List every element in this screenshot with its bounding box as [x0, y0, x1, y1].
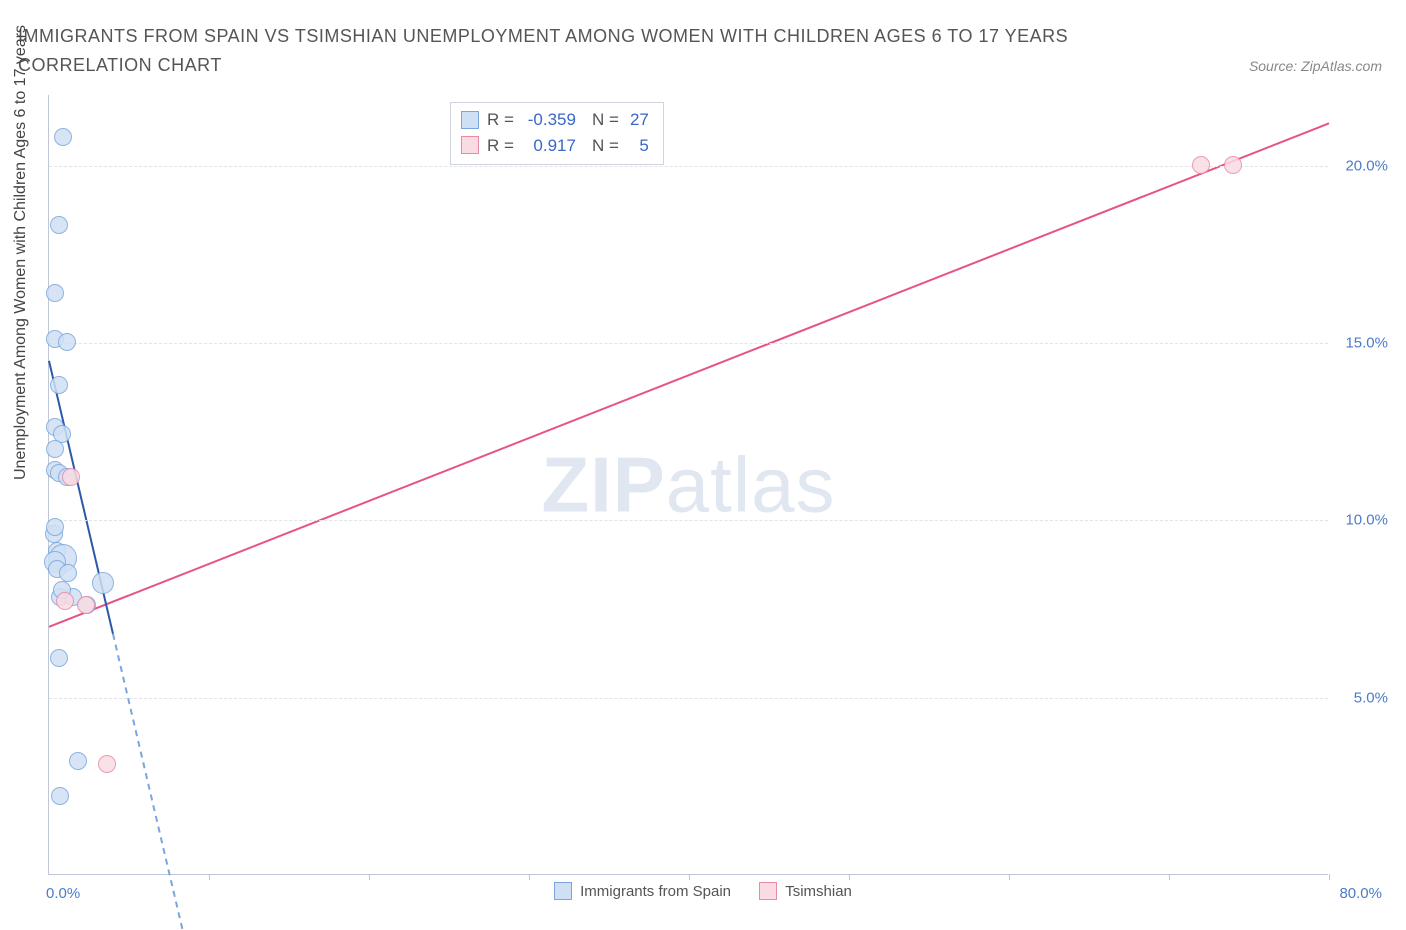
gridline — [49, 343, 1328, 344]
swatch-spain — [461, 111, 479, 129]
scatter-point-tsimshian — [1192, 156, 1210, 174]
swatch-tsimshian — [759, 882, 777, 900]
source-attribution: Source: ZipAtlas.com — [1249, 58, 1382, 74]
scatter-point-spain — [46, 284, 64, 302]
legend-label-spain: Immigrants from Spain — [580, 883, 731, 900]
y-axis-tick-label: 20.0% — [1334, 157, 1388, 174]
scatter-point-spain — [50, 649, 68, 667]
y-axis-tick-label: 5.0% — [1334, 689, 1388, 706]
x-axis-tick-mark — [529, 874, 530, 880]
trend-lines-layer — [49, 95, 1328, 874]
legend: Immigrants from Spain Tsimshian — [0, 882, 1406, 904]
y-axis-tick-label: 15.0% — [1334, 335, 1388, 352]
scatter-point-spain — [46, 440, 64, 458]
y-axis-label: Unemployment Among Women with Children A… — [12, 25, 30, 480]
gridline — [49, 166, 1328, 167]
chart-title: IMMIGRANTS FROM SPAIN VS TSIMSHIAN UNEMP… — [18, 22, 1168, 80]
stat-r-label: R = — [487, 133, 514, 159]
stat-r-label: R = — [487, 107, 514, 133]
scatter-point-tsimshian — [1224, 156, 1242, 174]
stat-n-label: N = — [592, 133, 619, 159]
scatter-point-spain — [46, 518, 64, 536]
legend-label-tsimshian: Tsimshian — [785, 883, 852, 900]
stat-n-label: N = — [592, 107, 619, 133]
gridline — [49, 520, 1328, 521]
x-axis-tick-mark — [689, 874, 690, 880]
scatter-point-tsimshian — [56, 592, 74, 610]
gridline — [49, 698, 1328, 699]
y-axis-tick-label: 10.0% — [1334, 512, 1388, 529]
scatter-point-spain — [50, 376, 68, 394]
stats-row-tsimshian: R = 0.917 N = 5 — [461, 133, 649, 159]
scatter-point-tsimshian — [62, 468, 80, 486]
scatter-point-spain — [92, 572, 114, 594]
swatch-spain — [554, 882, 572, 900]
x-axis-tick-mark — [1169, 874, 1170, 880]
scatter-point-spain — [54, 128, 72, 146]
legend-item-spain: Immigrants from Spain — [554, 882, 731, 900]
scatter-point-spain — [69, 752, 87, 770]
stat-n-value-tsimshian: 5 — [625, 133, 649, 159]
correlation-stats-box: R = -0.359 N = 27 R = 0.917 N = 5 — [450, 102, 664, 165]
x-axis-tick-mark — [209, 874, 210, 880]
legend-item-tsimshian: Tsimshian — [759, 882, 852, 900]
x-axis-tick-mark — [849, 874, 850, 880]
scatter-point-spain — [59, 564, 77, 582]
scatter-point-tsimshian — [77, 596, 95, 614]
swatch-tsimshian — [461, 136, 479, 154]
scatter-point-spain — [58, 333, 76, 351]
stats-row-spain: R = -0.359 N = 27 — [461, 107, 649, 133]
scatter-point-tsimshian — [98, 755, 116, 773]
x-axis-tick-mark — [1329, 874, 1330, 880]
stat-r-value-tsimshian: 0.917 — [520, 133, 576, 159]
stat-r-value-spain: -0.359 — [520, 107, 576, 133]
x-axis-tick-mark — [369, 874, 370, 880]
watermark: ZIPatlas — [541, 439, 835, 530]
plot-area: ZIPatlas 5.0%10.0%15.0%20.0% — [48, 95, 1328, 875]
scatter-point-spain — [51, 787, 69, 805]
x-axis-tick-mark — [1009, 874, 1010, 880]
stat-n-value-spain: 27 — [625, 107, 649, 133]
scatter-point-spain — [50, 216, 68, 234]
